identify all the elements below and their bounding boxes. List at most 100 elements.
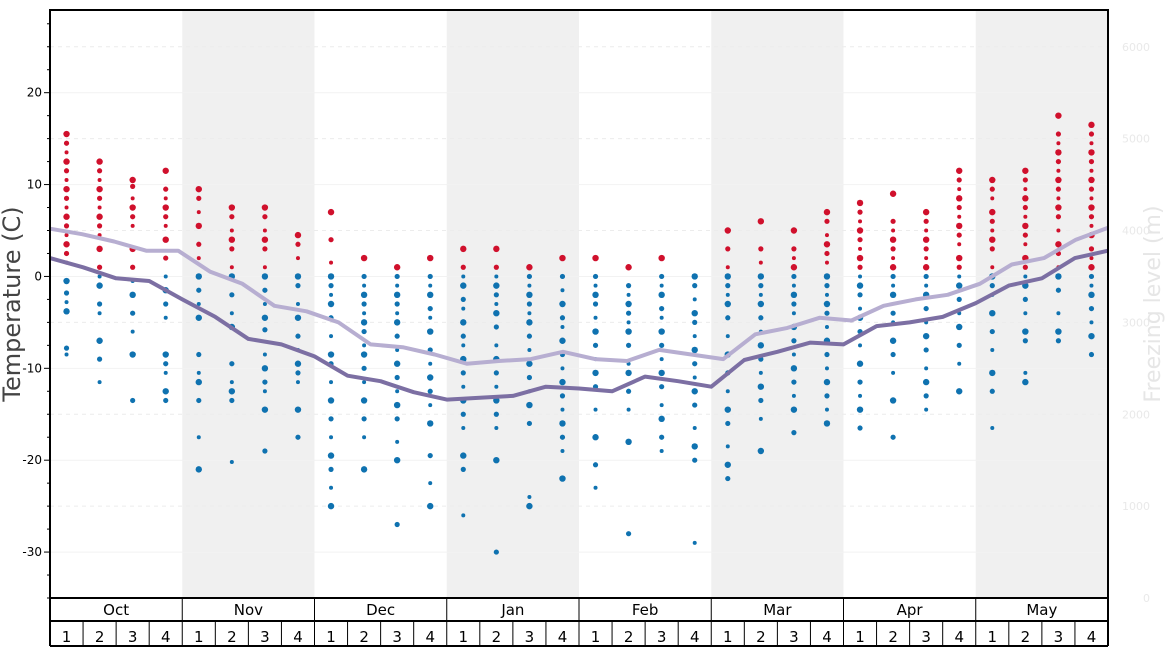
temperature-line-light xyxy=(49,225,1109,366)
cold-dot xyxy=(461,513,466,518)
warm-dot xyxy=(96,245,103,253)
warm-dot xyxy=(196,241,202,247)
warm-dot xyxy=(195,185,202,193)
cold-dot xyxy=(395,347,400,352)
cold-dot xyxy=(989,328,995,335)
cold-dot xyxy=(1055,328,1062,335)
gridlines xyxy=(50,92,1108,553)
warm-dot xyxy=(96,185,103,193)
warm-dot xyxy=(162,236,169,243)
cold-dot xyxy=(461,426,466,431)
warm-dot xyxy=(163,214,169,220)
cold-dot xyxy=(625,310,632,316)
cold-dot xyxy=(428,403,433,408)
warm-dot xyxy=(1056,228,1061,233)
cold-dot xyxy=(989,369,996,377)
month-label-oct: Oct xyxy=(103,601,129,619)
warm-dot xyxy=(956,204,962,211)
cold-dot xyxy=(327,300,335,308)
cold-dot xyxy=(725,444,730,449)
warm-dot xyxy=(163,196,168,201)
cold-dot xyxy=(625,438,632,446)
cold-dot xyxy=(460,452,467,459)
week-label: 3 xyxy=(1054,628,1064,646)
cold-dot xyxy=(526,401,533,409)
warm-dot xyxy=(64,205,69,210)
cold-dot xyxy=(327,351,335,358)
warm-dot xyxy=(592,254,599,262)
cold-dot xyxy=(229,292,235,298)
cold-dot xyxy=(824,407,829,412)
warm-dot xyxy=(162,204,169,211)
cold-dot xyxy=(294,273,302,280)
cold-dot xyxy=(593,283,598,288)
cold-dot xyxy=(823,300,831,308)
cold-dot xyxy=(626,292,631,297)
cold-dot xyxy=(559,273,566,280)
warm-dot xyxy=(1088,246,1095,252)
cold-dot xyxy=(758,315,764,321)
week-label: 3 xyxy=(260,628,270,646)
cold-dot xyxy=(791,393,796,398)
warm-dot xyxy=(1022,232,1028,238)
cold-dot xyxy=(658,415,665,423)
cold-dot xyxy=(427,420,434,427)
cold-dot xyxy=(559,337,566,344)
warm-dot xyxy=(129,204,136,211)
cold-dot xyxy=(856,282,864,289)
warm-dot xyxy=(922,208,930,216)
cold-dot xyxy=(527,347,532,352)
cold-dot xyxy=(659,357,664,362)
cold-dot xyxy=(692,375,697,380)
cold-dot xyxy=(990,347,995,352)
warm-dot xyxy=(758,260,763,265)
cold-dot xyxy=(856,360,864,367)
cold-dot xyxy=(593,407,598,412)
cold-dot xyxy=(460,370,466,376)
warm-dot xyxy=(63,241,70,248)
warm-dot xyxy=(261,236,269,243)
warm-dot xyxy=(96,168,103,174)
cold-dot xyxy=(1088,273,1095,280)
warm-dot xyxy=(990,265,995,270)
warm-dot xyxy=(791,256,796,261)
week-label: 4 xyxy=(954,628,964,646)
cold-dot xyxy=(130,397,136,404)
month-band-may xyxy=(975,10,1108,598)
cold-dot xyxy=(625,283,632,289)
cold-dot xyxy=(163,361,169,367)
cold-dot xyxy=(261,314,269,321)
cold-dot xyxy=(858,274,863,279)
cold-dot xyxy=(229,397,235,404)
cold-dot xyxy=(625,388,632,394)
cold-dot xyxy=(427,328,434,335)
cold-dot xyxy=(163,301,169,307)
cold-dot xyxy=(692,540,697,545)
warm-dot xyxy=(989,218,995,224)
cold-dot xyxy=(560,324,565,329)
warm-dot xyxy=(857,237,863,243)
cold-dot xyxy=(1055,287,1062,293)
warm-dot xyxy=(1089,256,1094,261)
warm-dot xyxy=(195,222,202,230)
cold-dot xyxy=(526,333,533,339)
week-label: 4 xyxy=(1087,628,1097,646)
warm-dot xyxy=(130,196,135,201)
cold-dot xyxy=(659,449,664,453)
warm-dot xyxy=(1055,131,1062,137)
warm-dot xyxy=(791,246,797,252)
cold-dot xyxy=(923,393,929,399)
cold-dot xyxy=(758,416,763,421)
cold-dot xyxy=(461,274,466,279)
warm-dot xyxy=(758,246,764,252)
cold-dot xyxy=(360,319,368,326)
cold-dot xyxy=(1089,320,1094,325)
cold-dot xyxy=(428,315,433,320)
week-label: 2 xyxy=(95,628,105,646)
y2-tick-label: 4000 xyxy=(1122,225,1150,238)
warm-dot xyxy=(1023,187,1028,192)
cold-dot xyxy=(659,315,664,320)
cold-dot xyxy=(889,397,897,404)
cold-dot xyxy=(229,361,235,367)
cold-dot xyxy=(725,292,730,297)
